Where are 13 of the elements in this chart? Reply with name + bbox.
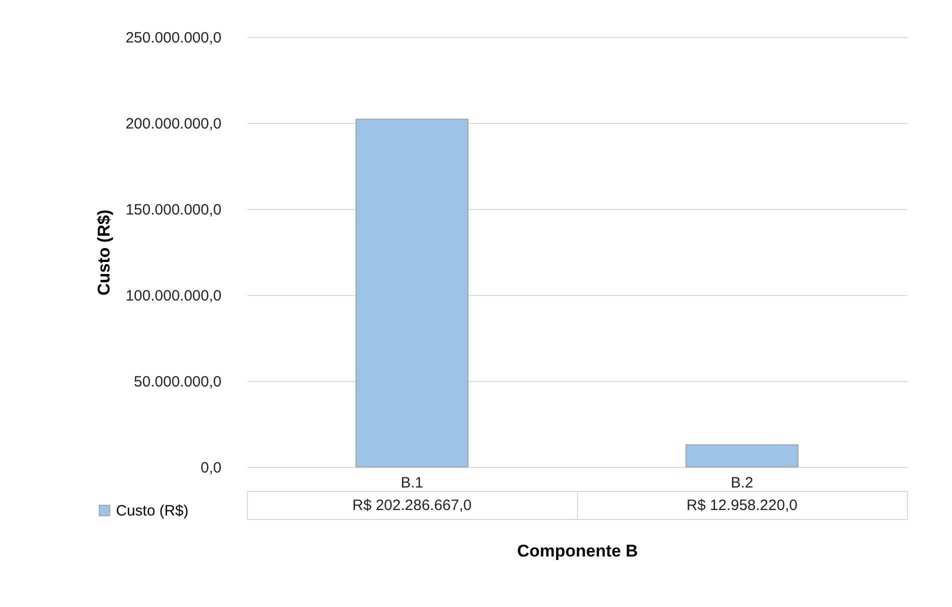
y-tick-label: 100.000.000,0 <box>126 288 222 304</box>
data-label: R$ 12.958.220,0 <box>686 497 798 514</box>
y-tick-label: 200.000.000,0 <box>126 116 222 132</box>
y-tick-label: 50.000.000,0 <box>134 374 222 390</box>
x-tick-label: B.1 <box>400 474 424 492</box>
x-tick-label: B.2 <box>730 474 754 492</box>
y-tick-label: 250.000.000,0 <box>126 30 222 46</box>
x-axis-title: Componente B <box>517 542 638 560</box>
y-tick-label: 150.000.000,0 <box>126 202 222 218</box>
y-tick-label: 0,0 <box>200 460 222 476</box>
legend-label: Custo (R$) <box>116 502 189 520</box>
y-axis-title: Custo (R$) <box>94 210 114 296</box>
data-label: R$ 202.286.667,0 <box>352 497 472 514</box>
